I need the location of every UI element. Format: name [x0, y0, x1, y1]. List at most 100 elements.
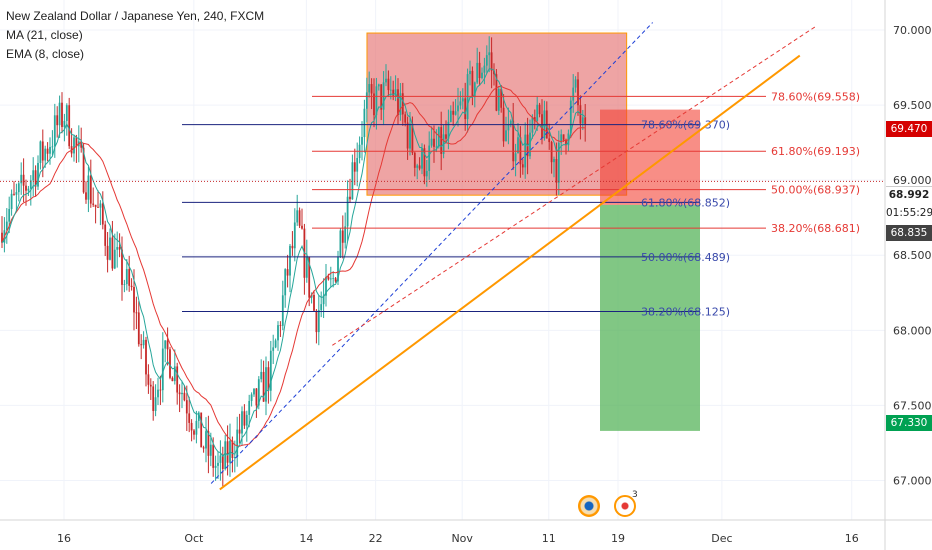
x-tick-label: 11 — [542, 532, 556, 545]
take-profit-zone[interactable] — [600, 204, 700, 431]
candle-body — [459, 101, 462, 106]
candle-body — [53, 115, 56, 147]
candle-body — [44, 148, 47, 161]
candle-body — [128, 269, 131, 286]
stop-loss-zone[interactable] — [600, 109, 700, 205]
candle-body — [188, 413, 191, 423]
candle-body — [113, 249, 116, 269]
candle-body — [517, 137, 519, 154]
notification-icon[interactable] — [614, 495, 636, 517]
candle-body — [560, 134, 563, 143]
candle-body — [257, 379, 260, 406]
candle-body — [236, 429, 239, 458]
candle-body — [550, 142, 553, 163]
candle-body — [147, 374, 150, 385]
candle-body — [262, 371, 265, 402]
y-tick-label: 68.500 — [893, 249, 932, 262]
candle-body — [533, 117, 536, 122]
trendline-red-dashed[interactable] — [332, 25, 818, 346]
candle-body — [190, 422, 193, 431]
candle-body — [73, 137, 75, 154]
candle-body — [356, 158, 359, 172]
candle-body — [157, 389, 159, 398]
candle-body — [399, 93, 402, 116]
price-badge-69470: 69.470 — [886, 121, 932, 137]
candle-body — [293, 222, 296, 249]
candle-body — [217, 462, 219, 466]
trendline-blue-dashed[interactable] — [210, 22, 653, 484]
candle-body — [413, 152, 416, 168]
ma-indicator-label[interactable]: MA (21, close) — [6, 28, 83, 42]
candle-body — [171, 377, 174, 382]
ema-indicator-label[interactable]: EMA (8, close) — [6, 47, 85, 61]
candle-body — [92, 203, 95, 205]
candle-body — [572, 87, 575, 101]
y-tick-label: 68.000 — [893, 324, 932, 337]
candle-body — [555, 158, 558, 183]
trendline-orange-support[interactable] — [219, 54, 801, 491]
candle-body — [361, 137, 363, 145]
candle-body — [22, 174, 25, 186]
candle-body — [409, 123, 411, 149]
candle-body — [581, 117, 584, 124]
candle-body — [553, 158, 555, 163]
candle-body — [212, 444, 215, 468]
candle-body — [248, 400, 251, 415]
candle-body — [416, 165, 419, 168]
y-tick-label: 67.500 — [893, 399, 932, 412]
candle-body — [497, 88, 500, 111]
y-tick-label: 69.500 — [893, 99, 932, 112]
range-box[interactable] — [366, 32, 628, 196]
candle-body — [149, 384, 152, 387]
candle-body — [538, 104, 541, 115]
fib-red-label: 38.20%(68.681) — [771, 222, 860, 235]
candle-body — [471, 70, 474, 98]
candle-body — [325, 276, 327, 296]
candle-body — [351, 162, 354, 200]
candle-body — [301, 225, 303, 229]
candle-body — [125, 269, 128, 285]
candle-body — [452, 110, 455, 115]
candle-body — [298, 210, 301, 226]
price-badge-68835: 68.835 — [886, 225, 932, 241]
candle-body — [152, 386, 155, 411]
candle-body — [145, 339, 147, 375]
candle-body — [574, 79, 577, 88]
candle-body — [164, 340, 167, 349]
candle-body — [169, 349, 171, 378]
candle-body — [440, 127, 443, 154]
chart-title: New Zealand Dollar / Japanese Yen, 240, … — [6, 9, 265, 23]
candle-body — [250, 394, 253, 401]
candle-body — [61, 102, 63, 127]
candle-body — [56, 115, 59, 126]
candle-body — [457, 105, 459, 112]
candle-body — [411, 123, 414, 153]
candle-body — [454, 111, 457, 115]
candle-body — [425, 170, 428, 177]
candle-body — [327, 276, 330, 280]
candle-body — [233, 457, 236, 458]
candle-body — [291, 245, 294, 249]
candle-body — [577, 79, 579, 106]
candle-body — [385, 78, 387, 83]
candle-body — [41, 141, 44, 161]
candle-body — [476, 62, 479, 83]
candle-body — [209, 444, 212, 456]
candle-body — [469, 70, 471, 75]
candle-body — [569, 100, 572, 134]
candle-body — [116, 247, 119, 250]
x-tick-label: 14 — [299, 532, 313, 545]
candle-body — [142, 339, 145, 346]
candle-body — [363, 108, 366, 138]
candle-body — [15, 192, 18, 195]
candle-body — [447, 121, 450, 139]
candle-body — [334, 278, 337, 282]
bell-clock-icon[interactable] — [578, 495, 600, 517]
candle-body — [281, 295, 284, 326]
candle-body — [97, 206, 99, 208]
fib-red-label: 61.80%(69.193) — [771, 145, 860, 158]
candle-body — [289, 245, 291, 276]
candle-body — [37, 162, 39, 187]
candle-body — [493, 70, 495, 75]
